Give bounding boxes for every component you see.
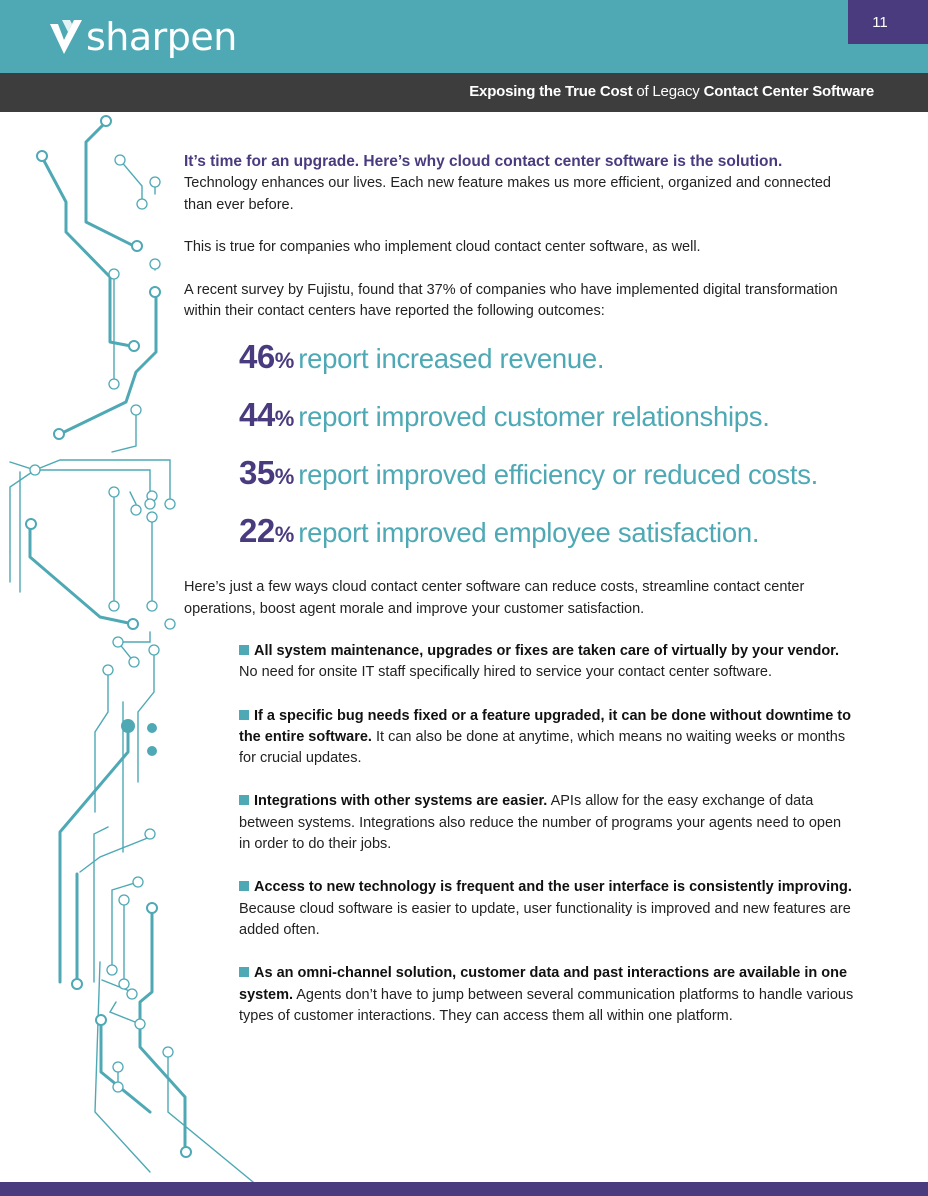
stat-value: 35 xyxy=(239,454,275,491)
square-bullet-icon xyxy=(239,709,249,720)
intro-section: It’s time for an upgrade. Here’s why clo… xyxy=(184,151,854,323)
list-item: All system maintenance, upgrades or fixe… xyxy=(239,641,854,684)
bullet-lead: All system maintenance, upgrades or fixe… xyxy=(254,643,840,659)
bullet-lead: Integrations with other systems are easi… xyxy=(254,793,548,810)
list-item: Integrations with other systems are easi… xyxy=(239,791,854,855)
circuit-board-decoration xyxy=(9,115,271,1196)
bullet-text: No need for onsite IT staff specifically… xyxy=(239,664,772,681)
footer-bar xyxy=(0,1182,928,1196)
stat-unit: % xyxy=(274,348,295,373)
ways-intro-paragraph: Here’s just a few ways cloud contact cen… xyxy=(184,579,805,617)
title-bar: Exposing the True Cost of Legacy Contact… xyxy=(0,73,928,112)
brand-name: sharpen xyxy=(86,15,237,59)
title-part-bold-1: Exposing the True Cost xyxy=(469,83,633,100)
bullet-lead: As an omni-channel solution, customer da… xyxy=(239,965,848,1003)
stat-text: report improved employee satisfaction. xyxy=(298,517,760,548)
bullet-text: Agents don’t have to jump between severa… xyxy=(239,986,854,1024)
bullet-lead: If a specific bug needs fixed or a featu… xyxy=(239,707,851,745)
stat-unit: % xyxy=(274,406,295,431)
sharpen-logo-mark-icon xyxy=(50,20,82,54)
bullet-text: It can also be done at anytime, which me… xyxy=(239,728,846,767)
stat-value: 22 xyxy=(239,512,275,549)
section-heading: It’s time for an upgrade. Here’s why clo… xyxy=(184,153,783,170)
stat-text: report improved customer relationships. xyxy=(298,401,770,432)
stat-unit: % xyxy=(274,522,295,547)
intro-paragraph-3: A recent survey by Fujistu, found that 3… xyxy=(184,281,838,320)
ways-intro-section: Here’s just a few ways cloud contact cen… xyxy=(184,577,854,620)
bullet-text: APIs allow for the easy exchange of data… xyxy=(239,793,842,853)
list-item: Access to new technology is frequent and… xyxy=(239,877,854,941)
bullet-text: Because cloud software is easier to upda… xyxy=(239,900,851,938)
stat-row: 46% report increased revenue. xyxy=(239,338,899,396)
intro-paragraph-1: Technology enhances our lives. Each new … xyxy=(184,175,831,213)
bullet-lead: Access to new technology is frequent and… xyxy=(254,879,852,896)
stat-row: 22% report improved employee satisfaction… xyxy=(239,512,899,570)
benefits-list: All system maintenance, upgrades or fixe… xyxy=(239,641,854,1049)
stat-unit: % xyxy=(274,464,295,489)
square-bullet-icon xyxy=(239,967,249,978)
list-item: If a specific bug needs fixed or a featu… xyxy=(239,706,854,770)
document-title: Exposing the True Cost of Legacy Contact… xyxy=(469,83,874,100)
square-bullet-icon xyxy=(239,881,249,892)
stat-text: report increased revenue. xyxy=(298,343,605,374)
list-item: As an omni-channel solution, customer da… xyxy=(239,963,854,1027)
stat-value: 44 xyxy=(239,396,275,433)
page-number: 11 xyxy=(848,0,928,44)
square-bullet-icon xyxy=(239,645,249,655)
page-header: sharpen 11 xyxy=(0,0,928,73)
stat-row: 44% report improved customer relationship… xyxy=(239,396,899,454)
title-part-light: of Legacy xyxy=(632,83,704,100)
intro-paragraph-2: This is true for companies who implement… xyxy=(184,239,701,255)
title-part-bold-2: Contact Center Software xyxy=(703,83,875,100)
square-bullet-icon xyxy=(239,795,249,806)
stat-value: 46 xyxy=(239,338,275,375)
stat-text: report improved efficiency or reduced co… xyxy=(298,459,819,490)
sharpen-logo: sharpen xyxy=(48,14,237,60)
survey-stats: 46% report increased revenue. 44% report i… xyxy=(239,338,899,570)
stat-row: 35% report improved efficiency or reduced… xyxy=(239,454,899,512)
